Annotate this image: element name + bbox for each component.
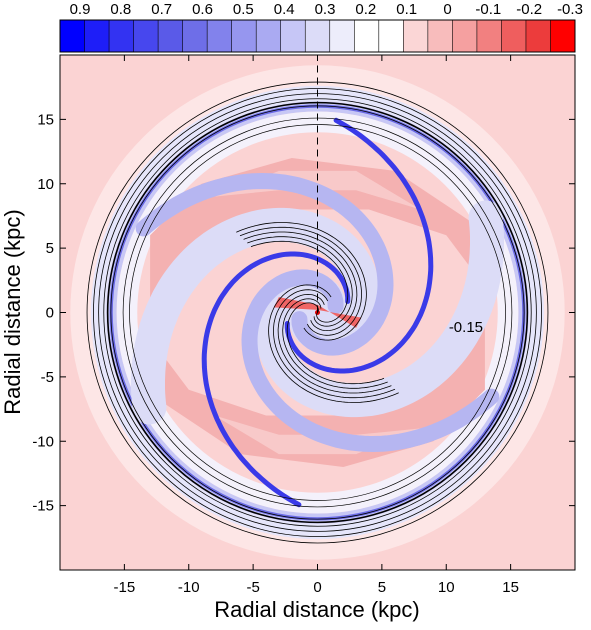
spiral-arm-2-halo bbox=[131, 207, 380, 425]
colorbar-frame bbox=[59, 19, 576, 53]
colorbar-swatch bbox=[354, 20, 380, 52]
y-tick-label: 5 bbox=[46, 240, 54, 257]
x-tick-label: -5 bbox=[246, 579, 259, 596]
spiral-arm-1-body bbox=[241, 269, 500, 453]
colorbar-swatch bbox=[280, 20, 306, 52]
colorbar-tick-label: -0.1 bbox=[475, 1, 501, 18]
spiral-contour bbox=[277, 293, 392, 394]
x-axis-ticks: -15 -10 -5 0 5 10 15 bbox=[114, 55, 519, 596]
colorbar-tick-label: 0.8 bbox=[110, 1, 131, 18]
spiral-arm-1-core bbox=[201, 251, 351, 508]
colorbar-swatch bbox=[329, 20, 355, 52]
y-tick-label: -15 bbox=[32, 498, 54, 515]
interarm-region-upper bbox=[150, 158, 485, 352]
colorbar-tick-label: 0.9 bbox=[70, 1, 91, 18]
colorbar-tick-label: 0.7 bbox=[151, 1, 172, 18]
x-tick-label: 15 bbox=[502, 579, 519, 596]
colorbar-swatch bbox=[60, 20, 86, 52]
spiral-contour bbox=[243, 231, 358, 332]
spiral-contour bbox=[272, 289, 396, 399]
colorbar-swatch bbox=[109, 20, 135, 52]
colorbar-swatch bbox=[452, 20, 478, 52]
colorbar-swatch bbox=[84, 20, 110, 52]
y-axis-ticks: -15 -10 -5 0 5 10 15 bbox=[32, 111, 575, 515]
colorbar-swatch bbox=[476, 20, 502, 52]
colorbar-swatch bbox=[550, 20, 576, 52]
x-axis-title: Radial distance (kpc) bbox=[214, 597, 419, 622]
spiral-contour bbox=[239, 226, 363, 336]
spiral-contour bbox=[282, 298, 388, 389]
ring-contour-inner bbox=[129, 124, 506, 501]
annotations: -0.15 bbox=[449, 319, 483, 336]
colorbar-swatch bbox=[133, 20, 159, 52]
colorbar-swatch bbox=[525, 20, 551, 52]
colorbar-swatch bbox=[207, 20, 233, 52]
contour-layer bbox=[86, 81, 549, 544]
field-layer bbox=[70, 65, 565, 560]
colorbar-tick-label: 0.6 bbox=[192, 1, 213, 18]
colorbar-labels: 0.9 0.8 0.7 0.6 0.5 0.4 0.3 0.2 0.1 0 -0.1 -0.2 -0.3 bbox=[70, 1, 583, 18]
colorbar-tick-label: 0.3 bbox=[315, 1, 336, 18]
colorbar-tick-label: 0.4 bbox=[274, 1, 295, 18]
y-tick-label: -10 bbox=[32, 433, 54, 450]
ring-contour bbox=[93, 88, 542, 537]
spiral-contour bbox=[236, 222, 367, 341]
colorbar-swatch bbox=[403, 20, 429, 52]
central-bar bbox=[273, 297, 362, 328]
colorbar-swatch bbox=[256, 20, 282, 52]
colorbar-tick-label: 0 bbox=[443, 1, 451, 18]
colorbar-swatch bbox=[158, 20, 184, 52]
spiral-arm-2-core bbox=[284, 117, 434, 374]
y-tick-label: -5 bbox=[41, 369, 54, 386]
colorbar-swatch bbox=[427, 20, 453, 52]
colorbar-tick-label: -0.2 bbox=[516, 1, 542, 18]
spiral-arm-2-body bbox=[135, 172, 394, 356]
colorbar-tick-label: 0.5 bbox=[233, 1, 254, 18]
spiral-contour bbox=[268, 284, 399, 403]
spiral-arm-1-halo bbox=[255, 200, 504, 418]
x-tick-label: 5 bbox=[378, 579, 386, 596]
spiral-contour bbox=[250, 240, 349, 323]
colorbar-swatch bbox=[182, 20, 208, 52]
x-tick-label: 10 bbox=[438, 579, 455, 596]
y-tick-label: 15 bbox=[37, 111, 54, 128]
colorbar-swatch bbox=[378, 20, 404, 52]
colorbar-swatch bbox=[501, 20, 527, 52]
y-axis-title: Radial distance (kpc) bbox=[0, 209, 25, 414]
interarm-region-lower bbox=[150, 273, 485, 467]
x-tick-label: 0 bbox=[313, 579, 321, 596]
x-tick-label: -15 bbox=[114, 579, 136, 596]
colorbar-swatch bbox=[305, 20, 331, 52]
contour-annotation: -0.15 bbox=[449, 319, 483, 336]
spiral-contour bbox=[247, 236, 353, 327]
colorbar-tick-label: 0.1 bbox=[396, 1, 417, 18]
colorbar bbox=[59, 19, 576, 53]
colorbar-tick-label: -0.3 bbox=[557, 1, 583, 18]
y-tick-label: 10 bbox=[37, 176, 54, 193]
colorbar-swatch bbox=[231, 20, 257, 52]
x-tick-label: -10 bbox=[178, 579, 200, 596]
spiral-contour bbox=[286, 302, 385, 385]
colorbar-tick-label: 0.2 bbox=[355, 1, 376, 18]
ring-contour bbox=[103, 98, 532, 527]
y-tick-label: 0 bbox=[46, 305, 54, 322]
